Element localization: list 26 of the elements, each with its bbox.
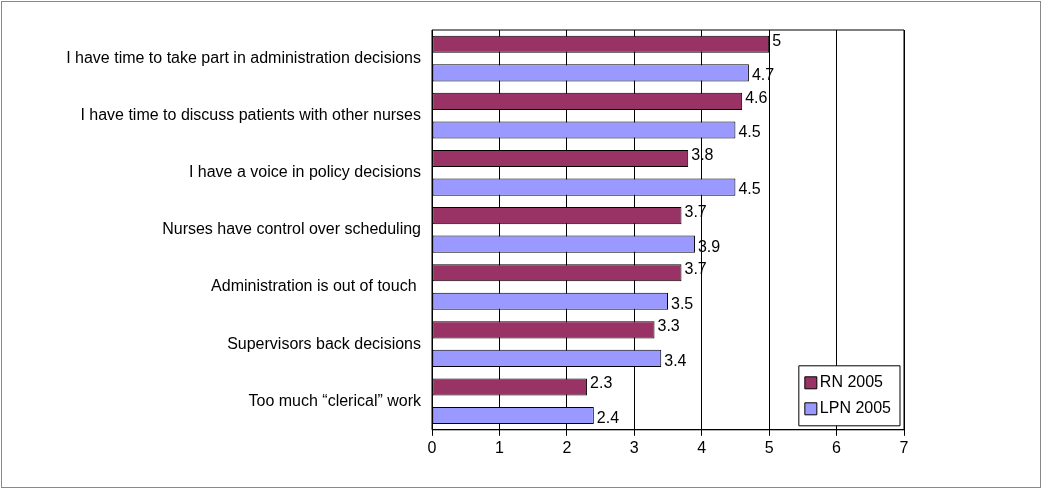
y-tick-label: Supervisors back decisions: [227, 334, 421, 352]
legend-label: LPN 2005: [819, 399, 892, 417]
x-tick-label: 1: [494, 438, 504, 456]
data-label: 4.5: [738, 180, 761, 198]
y-tick-label: I have time to discuss patients with other nurses: [80, 106, 421, 124]
data-label: 4.6: [745, 88, 768, 106]
y-tick-label: Too much “clerical” work: [248, 391, 422, 409]
data-label: 3.4: [664, 351, 687, 369]
x-tick-label: 7: [899, 438, 909, 456]
y-tick-label: I have a voice in policy decisions: [188, 163, 421, 181]
x-tick-label: 4: [697, 438, 707, 456]
x-tick-label: 2: [562, 438, 572, 456]
y-tick-label: I have time to take part in administration decisions: [66, 48, 421, 66]
x-tick-label: 3: [629, 438, 639, 456]
data-label: 5: [772, 31, 782, 49]
data-label: 3.3: [657, 317, 680, 335]
data-label: 3.5: [671, 294, 694, 312]
y-tick-label: Nurses have control over scheduling: [162, 220, 421, 238]
x-tick-label: 0: [427, 438, 437, 456]
data-label: 4.5: [738, 123, 761, 141]
legend-label: RN 2005: [819, 373, 884, 391]
y-tick-label: Administration is out of touch: [211, 277, 421, 295]
data-label: 2.3: [590, 374, 613, 392]
data-label: 2.4: [596, 408, 620, 426]
x-tick-label: 6: [832, 438, 842, 456]
x-tick-label: 5: [764, 438, 774, 456]
